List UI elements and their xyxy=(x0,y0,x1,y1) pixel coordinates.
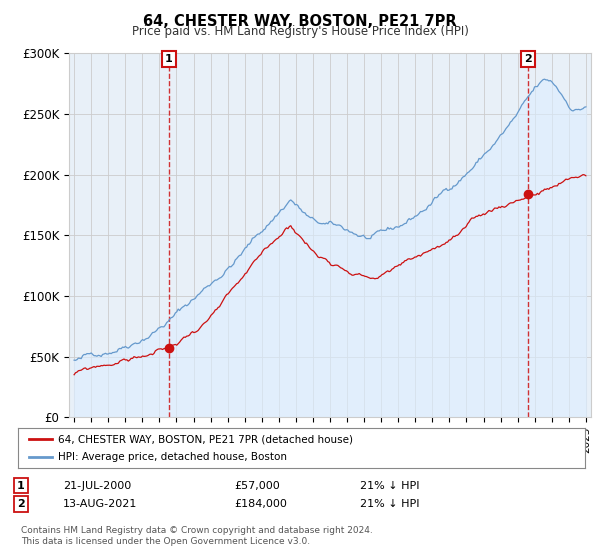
Text: HPI: Average price, detached house, Boston: HPI: Average price, detached house, Bost… xyxy=(58,451,287,461)
Text: 21% ↓ HPI: 21% ↓ HPI xyxy=(360,480,419,491)
Text: Contains HM Land Registry data © Crown copyright and database right 2024.
This d: Contains HM Land Registry data © Crown c… xyxy=(21,526,373,546)
Text: 2: 2 xyxy=(524,54,532,64)
Text: 64, CHESTER WAY, BOSTON, PE21 7PR: 64, CHESTER WAY, BOSTON, PE21 7PR xyxy=(143,14,457,29)
Text: £57,000: £57,000 xyxy=(234,480,280,491)
Text: 64, CHESTER WAY, BOSTON, PE21 7PR (detached house): 64, CHESTER WAY, BOSTON, PE21 7PR (detac… xyxy=(58,435,353,445)
Text: 21% ↓ HPI: 21% ↓ HPI xyxy=(360,499,419,509)
Text: 21-JUL-2000: 21-JUL-2000 xyxy=(63,480,131,491)
Text: Price paid vs. HM Land Registry's House Price Index (HPI): Price paid vs. HM Land Registry's House … xyxy=(131,25,469,38)
Text: 2: 2 xyxy=(17,499,25,509)
Text: £184,000: £184,000 xyxy=(234,499,287,509)
Text: 1: 1 xyxy=(165,54,172,64)
Text: 1: 1 xyxy=(17,480,25,491)
Text: 13-AUG-2021: 13-AUG-2021 xyxy=(63,499,137,509)
